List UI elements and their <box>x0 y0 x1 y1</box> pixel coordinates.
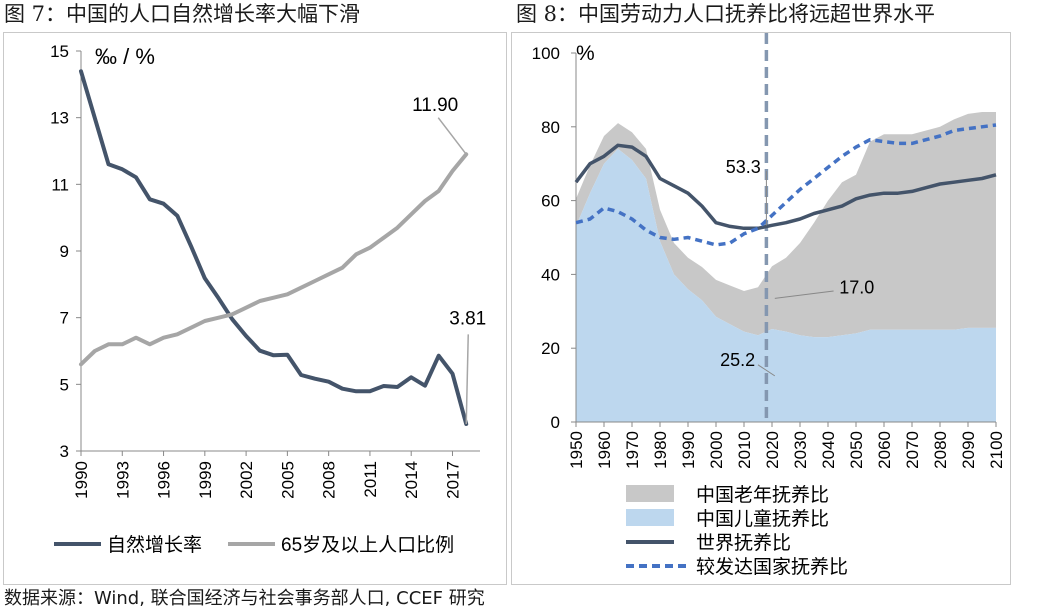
y-tick-label: 9 <box>60 242 69 261</box>
annotation-aged-ratio-end: 11.90 <box>412 95 458 116</box>
y-tick-label: 20 <box>541 339 560 358</box>
x-tick-label: 2100 <box>987 431 1006 469</box>
annotation-elderly-2020: 17.0 <box>839 278 874 298</box>
x-tick-label: 1990 <box>72 461 91 499</box>
y-tick-label: 3 <box>60 442 69 461</box>
legend-swatch-china-child <box>626 509 674 526</box>
x-tick-label: 2014 <box>402 461 421 499</box>
annotation-natural-growth-end: 3.81 <box>449 308 486 329</box>
legend-swatch-china-elderly <box>626 485 674 502</box>
legend-label-world: 世界抚养比 <box>696 532 791 554</box>
x-tick-label: 1980 <box>651 431 670 469</box>
x-tick-label: 2020 <box>763 431 782 469</box>
data-source-note: 数据来源：Wind, 联合国经济与社会事务部人口, CCEF 研究 <box>4 588 485 609</box>
chart-legend: 中国老年抚养比 中国儿童抚养比 世界抚养比 较发达国家抚养比 <box>626 484 848 578</box>
x-tick-label: 2070 <box>903 431 922 469</box>
legend-label-natural-growth: 自然增长率 <box>107 534 202 556</box>
china-child-area <box>576 148 996 422</box>
annotation-child-2020: 25.2 <box>720 350 755 370</box>
aged-ratio-line <box>79 152 469 367</box>
annotation-leader <box>437 117 467 155</box>
y-tick-label: 5 <box>60 375 69 394</box>
x-tick-label: 2017 <box>443 461 462 499</box>
world-ratio-line <box>574 143 997 231</box>
annotation-world-2020: 53.3 <box>726 157 761 177</box>
x-tick-label: 1950 <box>567 431 586 469</box>
natural-growth-line <box>79 69 469 426</box>
y-tick-label: 80 <box>541 118 560 137</box>
x-tick-label: 2000 <box>707 431 726 469</box>
x-tick-label: 2080 <box>931 431 950 469</box>
x-tick-label: 2011 <box>361 461 380 498</box>
developed-ratio-line <box>575 123 997 247</box>
x-tick-label: 2008 <box>320 461 339 499</box>
x-tick-label: 1996 <box>155 461 174 499</box>
legend-label-developed: 较发达国家抚养比 <box>696 556 848 578</box>
china-elderly-area <box>576 112 996 338</box>
chart-panel-natural-growth: ‰ / % 3 5 7 9 11 13 15 1990 1993 1996 1999 2002 2005… <box>3 32 507 585</box>
y-tick-label: 13 <box>50 109 69 128</box>
x-tick-label: 2050 <box>847 431 866 469</box>
legend-label-china-child: 中国儿童抚养比 <box>696 508 829 530</box>
x-tick-label: 2040 <box>819 431 838 469</box>
y-tick-label: 60 <box>541 192 560 211</box>
x-tick-label: 2090 <box>959 431 978 469</box>
figure-7-title: 图 7：中国的人口自然增长率大幅下滑 <box>4 2 361 26</box>
y-tick-label: 11 <box>51 175 69 194</box>
annotation-leader <box>757 364 776 377</box>
x-tick-label: 1993 <box>113 461 132 499</box>
y-tick-label: 0 <box>551 413 560 432</box>
x-tick-label: 2005 <box>278 461 297 499</box>
annotation-leader <box>774 290 834 299</box>
chart-natural-growth: ‰ / % 3 5 7 9 11 13 15 1990 1993 1996 1999 2002 2005… <box>50 42 486 556</box>
unit-label: ‰ / % <box>95 44 155 69</box>
legend-label-china-elderly: 中国老年抚养比 <box>696 484 829 506</box>
x-tick-label: 1999 <box>196 461 215 499</box>
x-tick-label: 1970 <box>623 431 642 469</box>
chart-panel-dependency-ratio: % 0 20 40 60 80 100 1950 1960 1970 1980 1990 2000 20… <box>511 32 1011 585</box>
x-tick-label: 2060 <box>875 431 894 469</box>
legend-label-aged-ratio: 65岁及以上人口比例 <box>281 534 454 556</box>
x-tick-label: 2002 <box>237 461 256 499</box>
y-tick-label: 40 <box>541 265 560 284</box>
y-tick-label: 7 <box>60 309 69 328</box>
annotation-leader <box>465 334 469 425</box>
x-tick-label: 1990 <box>679 431 698 469</box>
chart-legend: 自然增长率 65岁及以上人口比例 <box>54 534 454 556</box>
x-tick-label: 2010 <box>735 431 754 469</box>
figure-8-title: 图 8：中国劳动力人口抚养比将远超世界水平 <box>516 2 936 26</box>
x-tick-label: 2030 <box>791 431 810 469</box>
y-tick-label: 15 <box>50 42 69 61</box>
x-tick-label: 1960 <box>595 431 614 469</box>
unit-label: % <box>576 42 595 65</box>
y-tick-label: 100 <box>532 44 560 63</box>
